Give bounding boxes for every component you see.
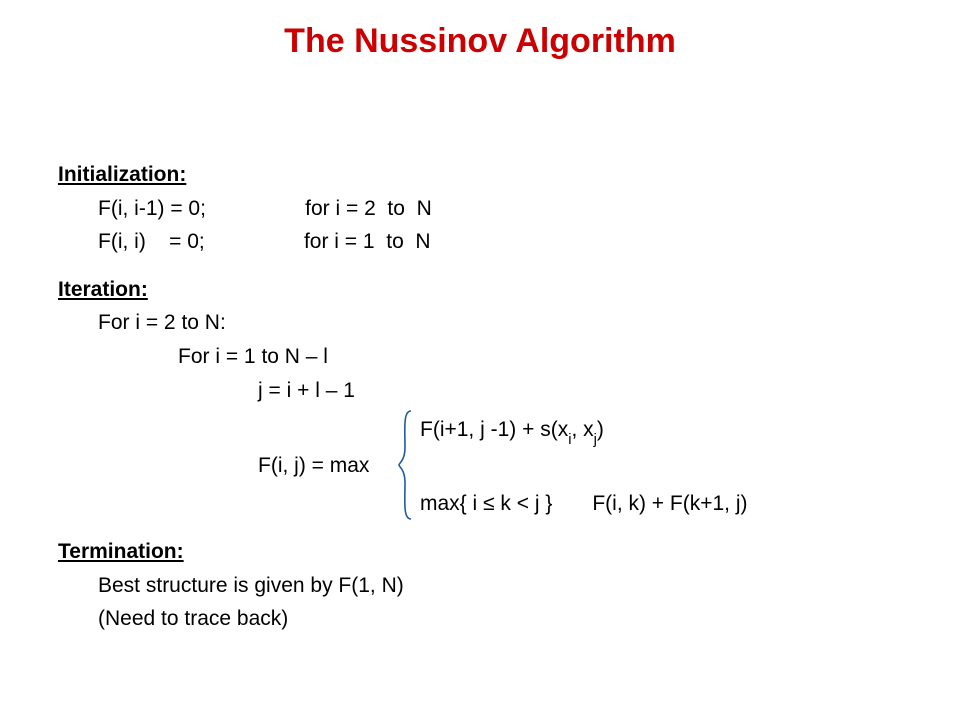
spacer [58, 525, 432, 535]
opt1-suffix: ) [597, 418, 604, 441]
iter-opt-1: F(i+1, j -1) + s(xi, xj) [420, 413, 604, 450]
opt1-sub-j: j [594, 432, 597, 448]
slide-title: The Nussinov Algorithm [0, 22, 960, 61]
opt2-left: max{ i ≤ k < j } [420, 492, 552, 515]
opt1-prefix: F(i+1, j -1) + s(x [420, 418, 568, 441]
init-line-2-left: F(i, i) = 0; [98, 230, 205, 253]
spacer [58, 259, 432, 273]
term-line-1: Best structure is given by F(1, N) [98, 569, 432, 603]
opt1-mid: , x [571, 418, 593, 441]
iter-inner-loop: For i = 1 to N – l [178, 340, 432, 374]
init-line-1-right: for i = 2 to N [305, 197, 432, 220]
iter-outer-loop: For i = 2 to N: [98, 306, 432, 340]
heading-iteration: Iteration: [58, 273, 432, 307]
opt2-right: F(i, k) + F(k+1, j) [592, 492, 747, 515]
heading-initialization: Initialization: [58, 158, 432, 192]
iter-max-label: F(i, j) = max [258, 449, 369, 483]
init-line-2-right: for i = 1 to N [304, 230, 431, 253]
init-line-2: F(i, i) = 0; for i = 1 to N [98, 225, 432, 259]
heading-termination: Termination: [58, 535, 432, 569]
opt1-sub-i: i [568, 432, 571, 448]
slide-body: Initialization: F(i, i-1) = 0; for i = 2… [58, 158, 432, 636]
brace-icon [396, 409, 414, 521]
slide: The Nussinov Algorithm Initialization: F… [0, 0, 960, 720]
init-line-1: F(i, i-1) = 0; for i = 2 to N [98, 192, 432, 226]
iter-assign-j: j = i + l – 1 [258, 374, 432, 408]
iter-opt-2: max{ i ≤ k < j } F(i, k) + F(k+1, j) [420, 487, 748, 521]
iter-max-block: F(i, j) = max F(i+1, j -1) + s(xi, xj) m… [258, 411, 432, 521]
init-line-1-left: F(i, i-1) = 0; [98, 197, 206, 220]
term-line-2: (Need to trace back) [98, 602, 432, 636]
